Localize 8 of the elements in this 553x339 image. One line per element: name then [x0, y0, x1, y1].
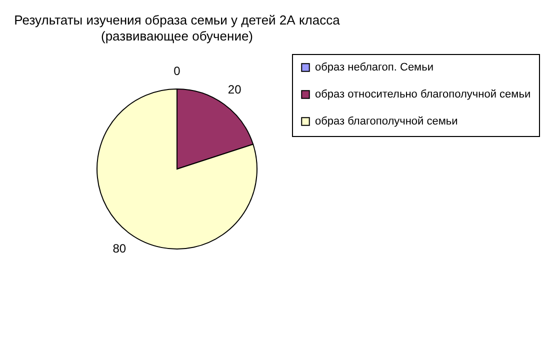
data-label: 20: [228, 82, 242, 97]
chart-subtitle: (развивающее обучение): [100, 28, 254, 44]
legend-label: образ благополучной семьи: [315, 116, 458, 128]
chart-title: Результаты изучения образа семьи у детей 2А класса: [14, 12, 341, 28]
legend-label: образ относительно благополучной семьи: [315, 88, 531, 100]
data-label: 80: [112, 241, 126, 256]
text: 0: [174, 64, 180, 78]
legend-label: образ неблагоп. Семьи: [315, 62, 434, 74]
